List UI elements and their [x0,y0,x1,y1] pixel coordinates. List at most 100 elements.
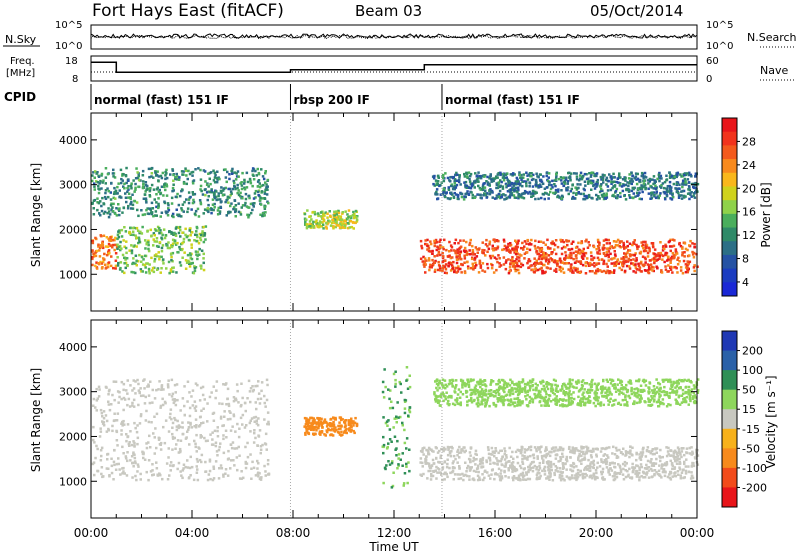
data-cell [438,240,441,244]
data-cell [588,172,591,175]
data-cell [544,454,547,457]
data-cell [670,463,674,466]
data-cell [245,424,248,427]
data-cell [643,256,647,259]
data-cell [266,422,269,426]
data-cell [159,443,162,446]
data-cell [99,449,103,452]
data-cell [647,466,651,469]
data-cell [139,179,142,182]
data-cell [487,247,491,251]
data-cell [253,192,257,195]
data-cell [317,418,321,422]
data-cell [631,470,635,474]
data-cell [678,468,682,471]
data-cell [687,173,691,177]
data-cell [157,388,160,391]
data-cell [496,459,499,462]
data-cell [569,179,572,182]
data-cell [201,234,205,238]
data-cell [252,205,255,208]
data-cell [219,442,222,445]
data-cell [91,256,94,259]
data-cell [580,255,584,258]
data-cell [696,463,700,466]
data-cell [546,475,550,478]
data-cell [174,195,178,199]
data-cell [606,247,609,250]
data-cell [465,240,468,244]
data-cell [147,212,151,216]
data-cell [170,395,174,398]
data-cell [523,455,526,458]
data-cell [333,218,337,221]
data-cell [462,198,466,201]
data-cell [473,266,477,269]
data-cell [126,435,130,438]
data-cell [138,238,141,241]
data-cell [535,261,538,265]
data-cell [344,425,347,429]
data-cell [100,446,104,450]
y-tick-label: 1000 [59,268,87,281]
data-cell [601,173,605,177]
data-cell [421,450,424,454]
data-cell [678,241,681,245]
data-cell [164,234,168,237]
data-cell [689,193,692,196]
data-cell [130,207,133,210]
data-cell [154,229,158,232]
data-cell [382,481,385,485]
data-cell [579,260,583,263]
data-cell [556,195,559,199]
data-cell [244,460,247,464]
data-cell [635,458,638,462]
data-cell [99,427,102,430]
data-cell [405,379,408,382]
data-cell [650,191,653,195]
data-cell [98,249,101,252]
data-cell [575,192,579,195]
data-cell [134,186,137,190]
data-cell [322,218,326,222]
data-cell [667,270,670,273]
nave-right-tick-bottom: 0 [706,74,712,85]
data-cell [111,429,114,433]
data-cell [109,191,112,194]
data-cell [148,269,151,273]
data-cell [135,245,138,248]
data-cell [164,177,167,181]
data-cell [220,191,223,194]
data-cell [95,399,99,402]
data-cell [674,248,678,251]
data-cell [647,269,650,272]
data-cell [618,241,622,244]
data-cell [659,174,663,178]
data-cell [457,255,460,258]
data-cell [508,446,511,450]
data-cell [231,172,234,175]
data-cell [441,193,445,196]
data-cell [605,242,609,245]
data-cell [178,176,181,179]
data-cell [667,446,670,450]
data-cell [455,271,458,274]
data-cell [331,434,335,437]
data-cell [152,188,156,191]
data-cell [177,231,181,235]
data-cell [466,176,469,179]
data-cell [266,462,270,466]
data-cell [630,171,633,174]
data-cell [519,451,523,455]
data-cell [658,257,661,261]
data-cell [549,267,552,270]
data-cell [575,175,579,178]
data-cell [570,263,573,266]
data-cell [449,471,452,475]
data-cell [692,464,696,468]
data-cell [222,168,226,172]
data-cell [457,193,460,197]
data-cell [455,183,459,187]
data-cell [516,461,520,465]
data-cell [585,196,588,199]
